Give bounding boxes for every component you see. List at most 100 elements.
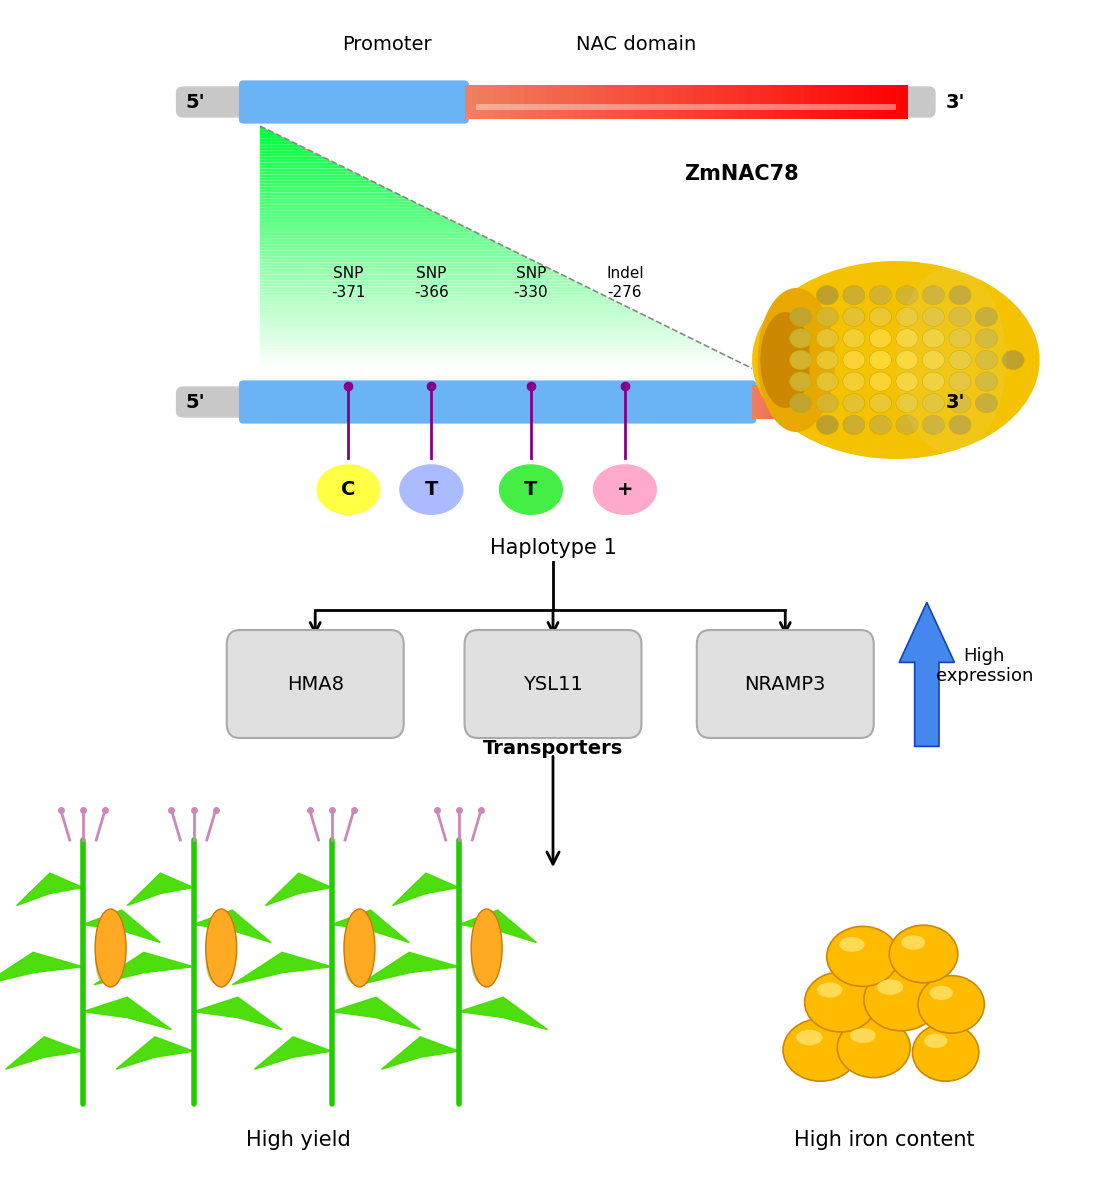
Polygon shape — [260, 232, 481, 235]
Polygon shape — [260, 235, 488, 238]
Bar — [899, 385, 902, 419]
Ellipse shape — [975, 329, 998, 348]
Text: SNP
-366: SNP -366 — [414, 266, 449, 300]
Bar — [830, 385, 833, 419]
Text: HMA8: HMA8 — [286, 674, 344, 694]
Bar — [708, 85, 717, 119]
Ellipse shape — [843, 350, 865, 370]
Ellipse shape — [315, 463, 382, 516]
Ellipse shape — [843, 415, 865, 434]
Polygon shape — [260, 168, 352, 172]
Ellipse shape — [869, 329, 891, 348]
Bar — [693, 85, 701, 119]
Ellipse shape — [839, 937, 865, 952]
FancyBboxPatch shape — [176, 86, 936, 118]
Polygon shape — [260, 362, 745, 365]
Polygon shape — [260, 211, 438, 214]
Bar — [855, 85, 864, 119]
Polygon shape — [127, 874, 194, 906]
Text: Indel
-276: Indel -276 — [606, 266, 644, 300]
Polygon shape — [260, 148, 309, 150]
Text: +: + — [617, 480, 633, 499]
Polygon shape — [260, 190, 395, 193]
Ellipse shape — [869, 372, 891, 391]
Bar — [627, 85, 635, 119]
Ellipse shape — [918, 976, 984, 1033]
Bar — [686, 85, 695, 119]
Bar — [801, 385, 805, 419]
Polygon shape — [260, 241, 500, 244]
Ellipse shape — [790, 394, 812, 413]
Polygon shape — [332, 997, 420, 1030]
Ellipse shape — [896, 307, 918, 326]
Ellipse shape — [95, 936, 115, 984]
Bar — [575, 85, 584, 119]
Polygon shape — [194, 997, 282, 1030]
Ellipse shape — [498, 463, 564, 516]
Bar — [634, 85, 643, 119]
Bar — [752, 385, 755, 419]
Bar — [851, 385, 854, 419]
Bar — [804, 385, 807, 419]
Ellipse shape — [949, 286, 971, 305]
Bar — [539, 85, 546, 119]
Bar — [678, 85, 687, 119]
Polygon shape — [260, 130, 272, 132]
Bar — [848, 85, 856, 119]
Bar — [884, 385, 887, 419]
Ellipse shape — [843, 372, 865, 391]
Polygon shape — [332, 910, 409, 942]
Bar — [785, 385, 790, 419]
Polygon shape — [260, 344, 709, 347]
Bar — [889, 385, 893, 419]
Polygon shape — [260, 314, 647, 317]
Ellipse shape — [869, 286, 891, 305]
Bar — [789, 385, 792, 419]
FancyBboxPatch shape — [239, 380, 757, 424]
Polygon shape — [116, 1037, 194, 1069]
Ellipse shape — [816, 329, 838, 348]
Bar — [738, 85, 745, 119]
Bar — [465, 85, 473, 119]
Text: Transporters: Transporters — [483, 739, 623, 758]
Ellipse shape — [901, 935, 926, 949]
Polygon shape — [260, 193, 401, 196]
Bar — [775, 385, 779, 419]
Ellipse shape — [869, 307, 891, 326]
Ellipse shape — [896, 286, 918, 305]
Ellipse shape — [896, 415, 918, 434]
Polygon shape — [260, 277, 574, 281]
Polygon shape — [260, 301, 623, 305]
Bar — [509, 85, 518, 119]
Bar — [870, 385, 875, 419]
Text: High
expression: High expression — [936, 647, 1033, 685]
Polygon shape — [194, 910, 271, 942]
Bar — [765, 385, 769, 419]
Bar — [843, 385, 846, 419]
Bar — [870, 85, 878, 119]
Bar — [619, 85, 628, 119]
Polygon shape — [260, 205, 426, 208]
Bar — [808, 385, 813, 419]
Polygon shape — [260, 356, 733, 359]
Bar — [897, 385, 900, 419]
Polygon shape — [260, 202, 420, 205]
Bar — [806, 385, 810, 419]
Bar — [847, 385, 852, 419]
Polygon shape — [260, 156, 327, 160]
Polygon shape — [260, 265, 549, 269]
Bar — [487, 85, 495, 119]
Text: Promoter: Promoter — [342, 35, 432, 54]
Polygon shape — [260, 359, 740, 362]
Ellipse shape — [922, 394, 945, 413]
Polygon shape — [260, 154, 322, 156]
Bar — [899, 85, 908, 119]
FancyBboxPatch shape — [176, 386, 936, 418]
Polygon shape — [265, 874, 332, 906]
Ellipse shape — [471, 936, 491, 984]
Ellipse shape — [949, 372, 971, 391]
Ellipse shape — [922, 372, 945, 391]
Polygon shape — [260, 293, 604, 295]
Bar — [835, 385, 838, 419]
Ellipse shape — [922, 415, 945, 434]
